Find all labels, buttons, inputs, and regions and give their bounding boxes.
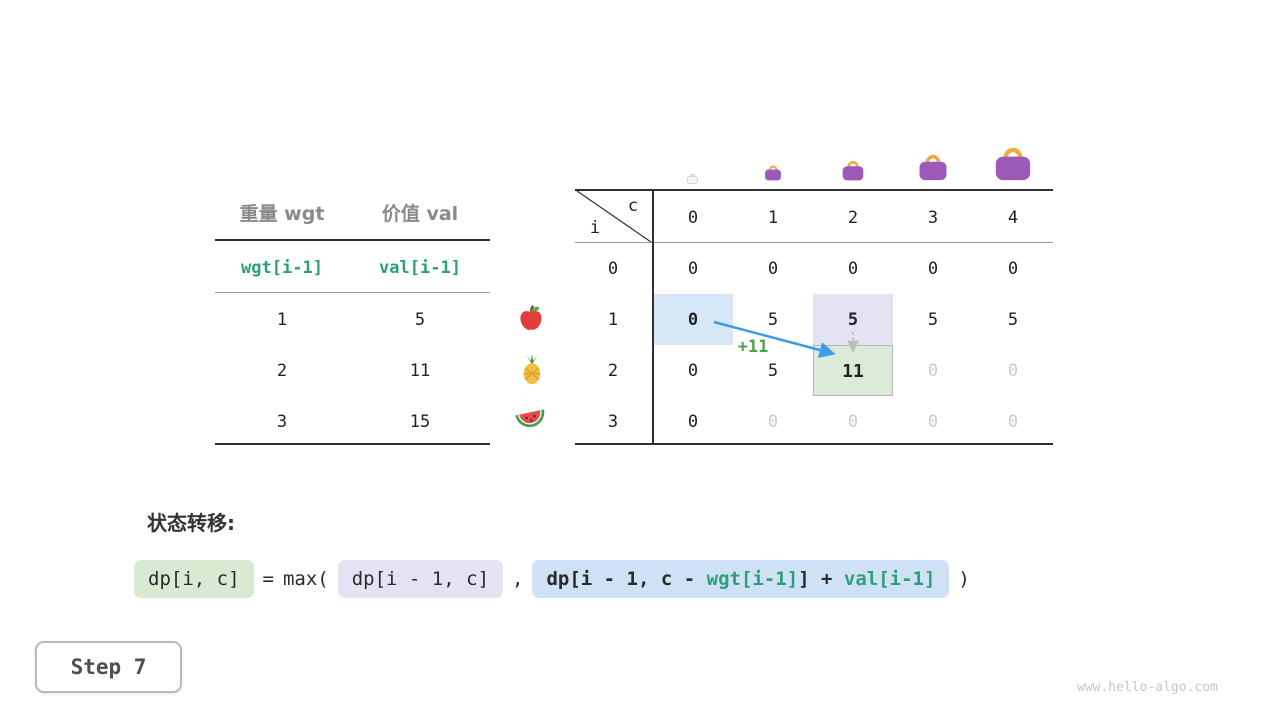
items-table-header-line [215,239,490,241]
pineapple-icon [518,352,546,386]
dp-table-vertical-line [652,189,654,445]
handbag-icon [916,151,950,181]
wgt-ref: wgt[i-1] [706,568,799,590]
items-header-val: 价值 val [381,202,459,225]
handbag-icon [840,158,866,181]
dp-col-header: 4 [1007,208,1019,228]
dp-cell: 0 [767,412,779,432]
handbag-icon [991,143,1035,181]
watermelon-icon [513,406,548,432]
dp-current-term: dp[i, c] [134,560,254,598]
dp-col-header: 3 [927,208,939,228]
dp-cell: 5 [1007,310,1019,330]
dp-take-term: dp[i - 1, c - wgt[i-1]] + val[i-1] [532,560,950,598]
equals-sign: = [262,568,274,590]
transition-heading: 状态转移: [147,511,235,535]
dp-cell-above: 5 [847,310,859,330]
dp-skip-term: dp[i - 1, c] [337,560,504,598]
take-term-text: dp[i - 1, c - [546,568,707,590]
dp-cell: 5 [767,310,779,330]
item2-val: 11 [409,361,431,381]
dp-row-header: 0 [607,259,619,279]
dp-cell: 0 [1007,259,1019,279]
transition-formula: dp[i, c] = max( dp[i - 1, c] , dp[i - 1,… [134,560,970,598]
handbag-icon [763,163,783,181]
dp-col-header: 1 [767,208,779,228]
dp-cell: 0 [847,412,859,432]
dp-cell: 0 [847,259,859,279]
dp-table-bottom-line [575,443,1053,445]
dp-cell: 0 [1007,412,1019,432]
dp-corner-col-var: c [627,196,639,216]
dp-cell-target: 11 [842,360,864,382]
dp-table-header-line [575,242,1053,243]
dp-corner-row-var: i [589,218,601,238]
apple-icon [516,303,546,333]
items-formula-wgt: wgt[i-1] [241,258,323,278]
item2-wgt: 2 [276,361,288,381]
dp-row-header: 3 [607,412,619,432]
dp-cell: 0 [687,259,699,279]
val-ref: val[i-1] [843,568,936,590]
item1-wgt: 1 [276,310,288,330]
items-formula-val: val[i-1] [379,258,461,278]
items-table-formula-line [215,292,490,293]
dp-cell-source: 0 [687,310,699,330]
items-table-bottom-line [215,443,490,445]
step-badge: Step 7 [35,641,182,693]
dp-table-top-line [575,189,1053,191]
items-header-wgt: 重量 wgt [239,202,325,225]
dp-cell: 0 [927,361,939,381]
watermark: www.hello-algo.com [1077,680,1218,695]
close-paren: ) [958,568,970,590]
item3-wgt: 3 [276,412,288,432]
dp-cell: 0 [927,259,939,279]
dp-row-header: 2 [607,361,619,381]
item1-val: 5 [414,310,426,330]
dp-cell: 5 [767,361,779,381]
dp-cell: 0 [767,259,779,279]
dp-cell: 0 [1007,361,1019,381]
max-open: max( [282,568,329,590]
item3-val: 15 [409,412,431,432]
handbag-ghost-icon [686,169,699,184]
dp-cell: 0 [687,361,699,381]
dp-cell: 5 [927,310,939,330]
dp-cell: 0 [687,412,699,432]
plus-value-annotation: +11 [737,337,769,357]
take-term-text: ] + [798,568,844,590]
comma: , [512,568,524,590]
dp-cell: 0 [927,412,939,432]
dp-col-header: 2 [847,208,859,228]
dp-row-header: 1 [607,310,619,330]
dp-col-header: 0 [687,208,699,228]
